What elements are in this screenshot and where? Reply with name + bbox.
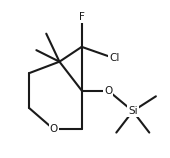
Text: Si: Si [128,106,138,116]
Text: O: O [49,124,58,134]
Text: O: O [104,85,112,96]
Text: F: F [79,12,85,22]
Text: Cl: Cl [109,53,120,63]
